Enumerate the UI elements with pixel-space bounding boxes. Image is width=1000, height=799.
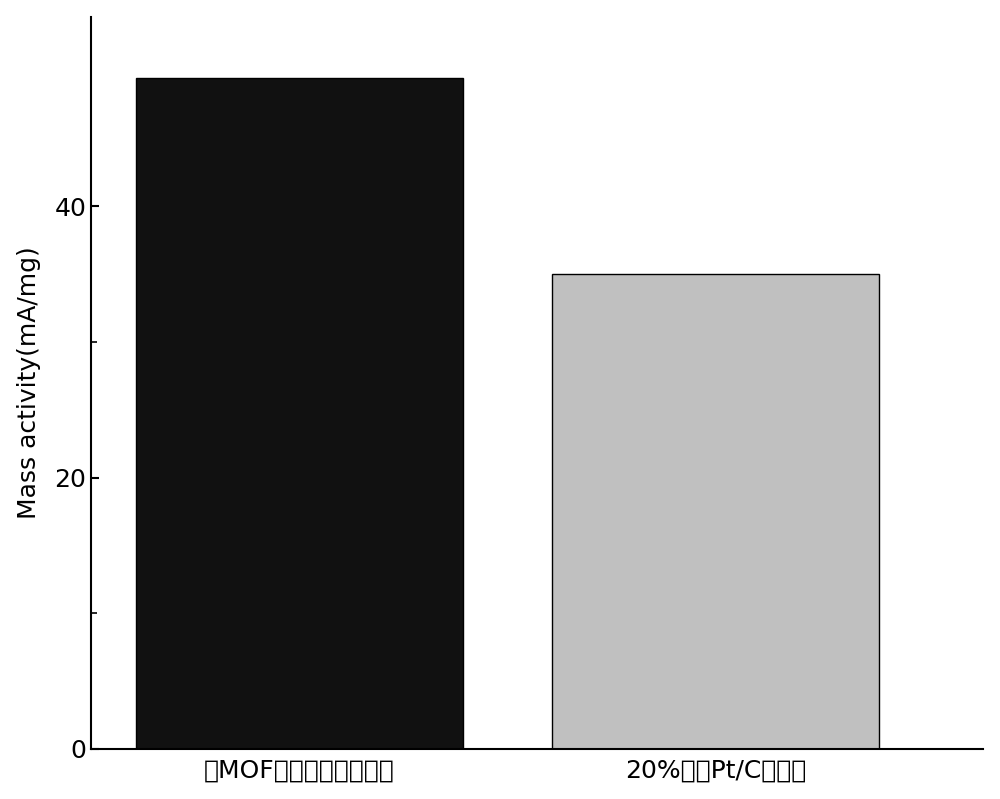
Y-axis label: Mass activity(mA/mg): Mass activity(mA/mg) <box>17 246 41 519</box>
Bar <box>552 274 879 749</box>
Bar <box>136 78 463 749</box>
